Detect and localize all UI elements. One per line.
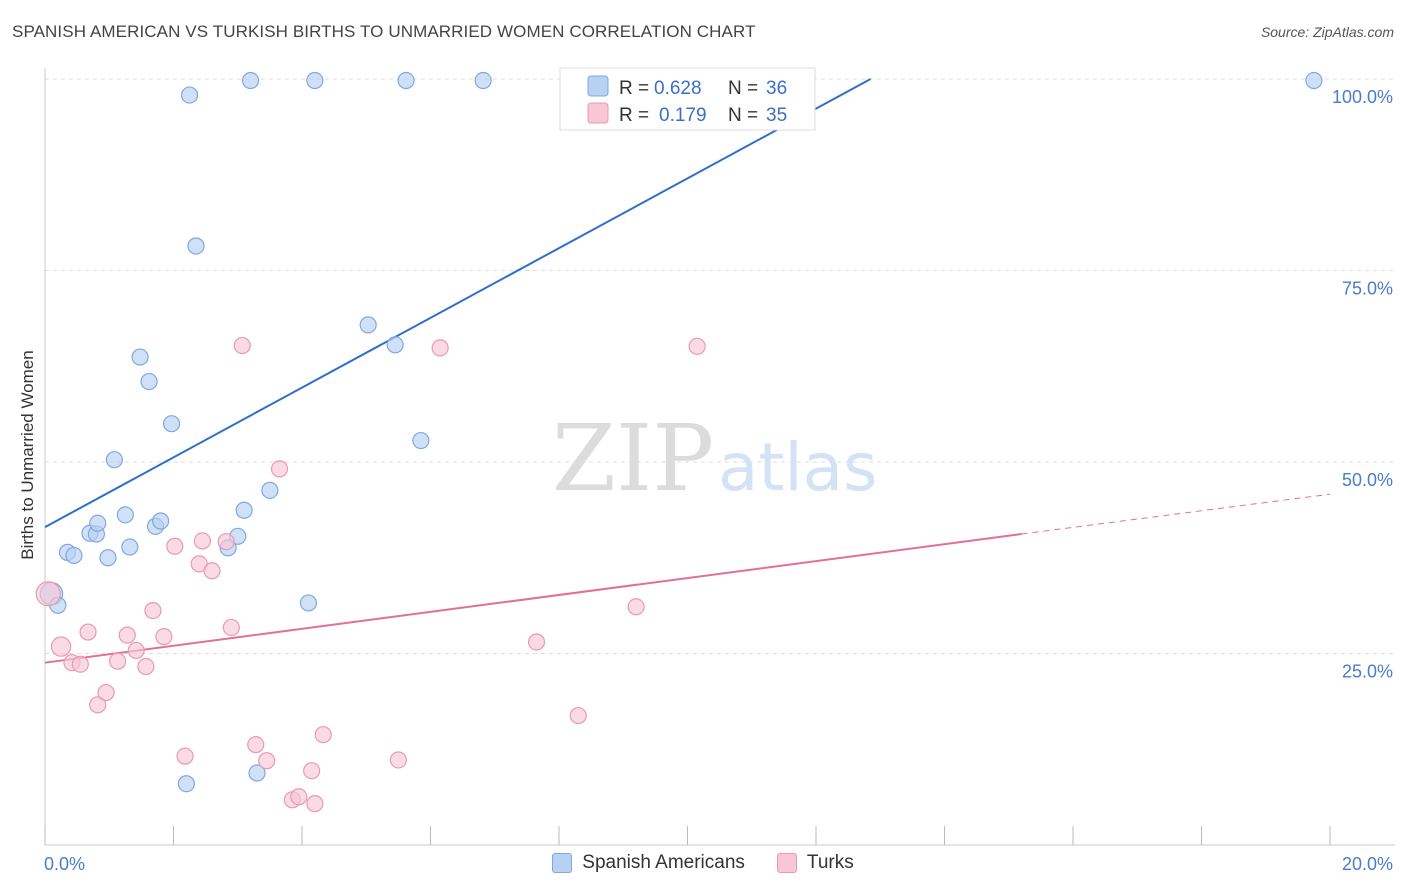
- legend-r-value-2: 0.179: [659, 105, 707, 126]
- trend-lines: [44, 78, 1331, 664]
- point-spanish-americans-10: [121, 538, 139, 556]
- point-spanish-americans-7: [99, 549, 117, 567]
- point-spanish-americans-27: [359, 316, 377, 334]
- trend-line-turks: [44, 533, 1022, 664]
- x-tick-label-start: 0.0%: [44, 854, 85, 874]
- point-spanish-americans-3: [65, 546, 83, 565]
- point-turks-19: [222, 618, 240, 637]
- legend-n-label-1: N =: [728, 78, 758, 99]
- point-turks-21: [247, 736, 265, 754]
- point-turks-26: [303, 762, 321, 780]
- point-turks-17: [203, 562, 221, 580]
- legend-n-label-2: N =: [728, 105, 758, 126]
- point-turks-8: [118, 626, 136, 644]
- point-turks-10: [137, 657, 155, 676]
- point-turks-5: [89, 696, 107, 714]
- tick-labels: 25.0% 50.0% 75.0% 100.0% 0.0% 20.0%: [44, 87, 1393, 874]
- point-turks-29: [389, 751, 407, 769]
- grid-lines: [45, 78, 1395, 654]
- point-spanish-americans-21: [235, 501, 253, 519]
- legend-r-value-1: 0.628: [654, 78, 702, 99]
- point-turks-3: [71, 655, 89, 673]
- chart-title: SPANISH AMERICAN VS TURKISH BIRTHS TO UN…: [12, 22, 756, 41]
- point-turks-27: [306, 795, 324, 813]
- point-spanish-americans-28: [386, 336, 404, 354]
- x-tick-label-end: 20.0%: [1342, 854, 1393, 874]
- legend-label-turks: Turks: [806, 852, 854, 873]
- point-spanish-americans-18: [187, 237, 205, 255]
- point-spanish-americans-14: [152, 512, 170, 530]
- point-turks-30: [431, 339, 449, 357]
- point-turks-22: [258, 752, 276, 770]
- point-turks-18: [217, 533, 235, 551]
- point-turks-11: [144, 602, 162, 620]
- point-turks-16: [193, 532, 212, 550]
- legend-swatch-turks: [776, 853, 797, 873]
- point-turks-0: [35, 581, 61, 607]
- point-spanish-americans-25: [299, 594, 318, 612]
- legend-r-label-2: R =: [619, 105, 649, 126]
- point-spanish-americans-6: [89, 514, 107, 532]
- point-turks-12: [155, 628, 173, 646]
- point-turks-28: [314, 726, 332, 744]
- point-turks-1: [50, 636, 72, 657]
- legend-n-value-2: 35: [766, 105, 787, 126]
- point-spanish-americans-17: [180, 86, 199, 104]
- legend-swatch-spanish-americans: [552, 853, 573, 873]
- point-spanish-americans-31: [474, 71, 492, 90]
- legend-r-label-1: R =: [619, 78, 649, 99]
- legend-swatch-blue: [587, 75, 609, 97]
- point-spanish-americans-30: [412, 431, 430, 450]
- point-turks-6: [97, 683, 115, 702]
- point-turks-34: [688, 337, 706, 355]
- y-tick-label-25: 25.0%: [1342, 662, 1393, 682]
- point-spanish-americans-9: [116, 506, 134, 524]
- point-spanish-americans-29: [397, 71, 415, 90]
- point-spanish-americans-12: [140, 372, 158, 391]
- point-turks-33: [627, 598, 645, 616]
- legend-swatch-pink: [587, 102, 609, 124]
- y-tick-label-100: 100.0%: [1332, 87, 1393, 107]
- legend-item-spanish-americans: Spanish Americans: [552, 852, 745, 874]
- trend-line-turks-extension: [1021, 493, 1331, 535]
- point-turks-31: [527, 633, 546, 651]
- point-spanish-americans-22: [242, 71, 260, 90]
- stats-legend: R = 0.628 N = 36 R = 0.179 N = 35: [559, 67, 816, 131]
- point-turks-25: [290, 788, 308, 806]
- trend-line-spanish-americans: [44, 78, 872, 528]
- point-turks-32: [569, 706, 587, 725]
- watermark: ZIP atlas: [552, 405, 878, 512]
- y-tick-label-50: 50.0%: [1342, 470, 1393, 490]
- point-turks-9: [127, 641, 145, 660]
- point-turks-14: [176, 747, 194, 765]
- watermark-atlas: atlas: [718, 429, 878, 506]
- point-turks-23: [270, 460, 289, 478]
- point-spanish-americans-26: [306, 71, 324, 90]
- legend-n-value-1: 36: [766, 78, 787, 99]
- point-spanish-americans-35: [1305, 71, 1323, 90]
- watermark-zip: ZIP: [552, 405, 714, 512]
- point-spanish-americans-16: [177, 775, 195, 793]
- source-credit: Source: ZipAtlas.com: [1260, 24, 1394, 40]
- point-spanish-americans-11: [131, 348, 149, 366]
- legend-label-spanish-americans: Spanish Americans: [582, 852, 745, 873]
- point-turks-4: [79, 623, 97, 641]
- point-spanish-americans-8: [105, 451, 123, 469]
- axes: [44, 68, 1395, 846]
- series-legend: Spanish Americans Turks: [0, 852, 1406, 874]
- point-turks-13: [166, 537, 184, 555]
- point-spanish-americans-23: [248, 764, 266, 782]
- point-spanish-americans-24: [261, 481, 279, 499]
- point-turks-20: [233, 336, 251, 355]
- point-turks-7: [109, 652, 127, 670]
- legend-item-turks: Turks: [776, 852, 854, 874]
- point-spanish-americans-15: [162, 415, 181, 433]
- y-tick-label-75: 75.0%: [1342, 279, 1393, 299]
